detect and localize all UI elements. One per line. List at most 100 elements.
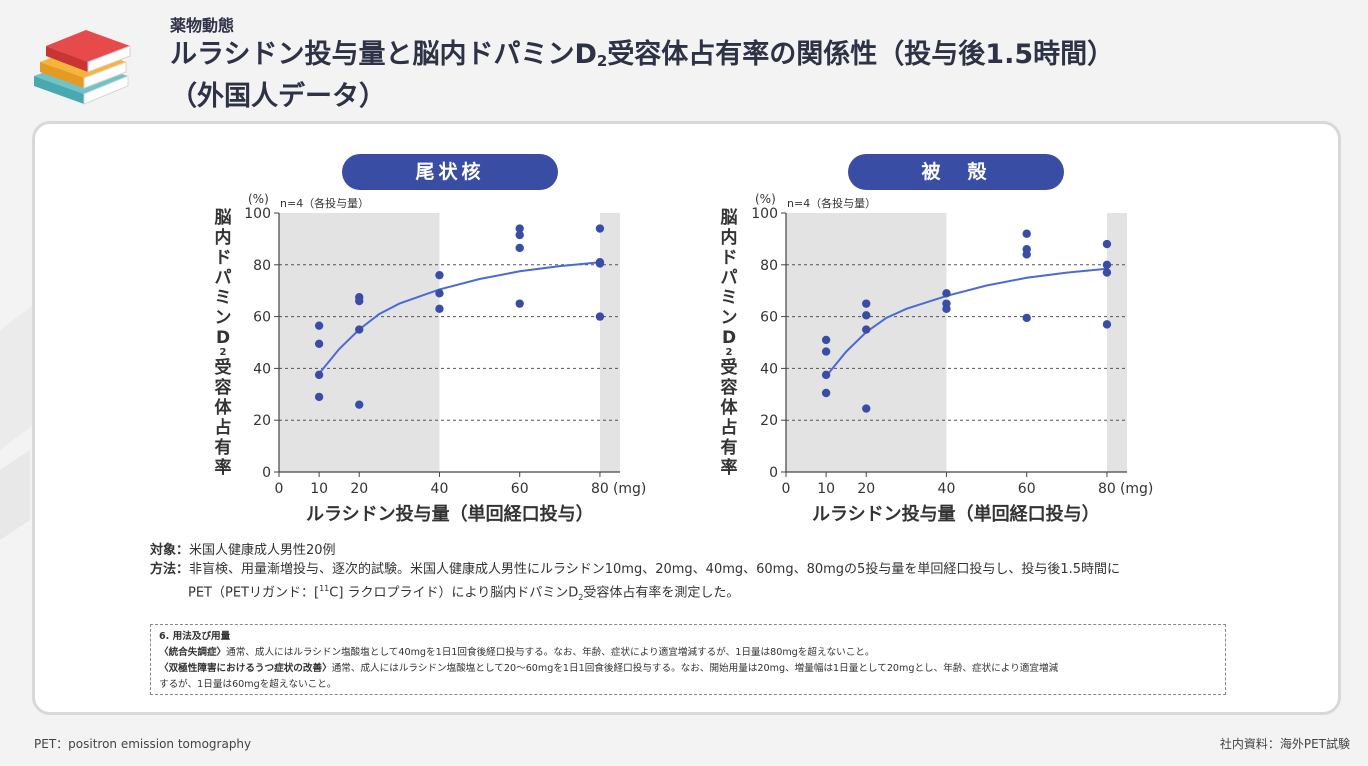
y-tick-label: 100 [244,206,271,222]
data-point [435,304,444,314]
y-tick-label: 20 [253,413,271,429]
method-label: 方法： [150,562,190,577]
approved-dose-shade [786,213,947,472]
x-axis-unit: (mg) [613,481,646,497]
footer-source: 社内資料：海外PET試験 [1219,737,1350,751]
y-tick-label: 20 [760,413,778,429]
data-point [595,312,605,321]
x-tick-label: 0 [782,481,791,497]
title-subscript: 2 [596,52,608,70]
data-point [821,335,831,345]
sample-size-note: n=4（各投与量） [787,196,876,210]
x-tick-label: 60 [1018,481,1036,497]
data-point [314,339,324,348]
subject-text: 米国人健康成人男性20例 [189,543,336,558]
title-part2: 受容体占有率の関係性（投与後1.5時間） [607,39,1115,70]
data-point [314,370,324,380]
method-text-1: 非盲検、用量漸増投与、逐次的試験。米国人健康成人男性にルラシドン10mg、20m… [189,562,1120,577]
page-category: 薬物動態 [170,16,235,35]
y-tick-label: 100 [751,206,778,222]
approved-dose-shade [279,213,440,472]
data-point [314,392,324,402]
y-axis-label-left: 脳内ドパミンD 2 受容体占有率 [212,208,234,478]
data-point [1022,250,1031,259]
y-axis-unit: (%) [755,192,776,206]
y-axis-unit: (%) [248,192,269,206]
dosage-schizophrenia-text: 通常、成人にはルラシドン塩酸塩として40mgを1日1回食後経口投与する。なお、年… [226,647,875,658]
y-tick-label: 0 [769,465,778,481]
data-point [862,299,871,308]
ylabel-part1: 脳内ドパミンD [720,208,738,348]
data-point [435,270,444,280]
dosage-bipolar-label: 〈双極性障害におけるうつ症状の改善〉 [159,663,332,674]
y-axis-label-right: 脳内ドパミンD 2 受容体占有率 [718,208,740,478]
data-point [862,311,871,320]
data-point [314,321,324,330]
data-point [515,230,524,240]
title-part1: ルラシドン投与量と脳内ドパミンD [170,39,597,70]
data-point [821,347,831,356]
data-point [821,370,831,380]
y-tick-label: 0 [262,465,271,481]
data-point [355,325,364,334]
x-tick-label: 80 [1098,481,1116,497]
fit-curve [825,267,1107,377]
data-point [942,304,951,314]
data-point [515,299,524,308]
method-row: 方法：非盲検、用量漸増投与、逐次的試験。米国人健康成人男性にルラシドン10mg、… [150,560,1250,579]
data-point [1102,260,1112,269]
ylabel-part1: 脳内ドパミンD [214,208,232,348]
ylabel-subscript: 2 [219,347,227,358]
data-point [1102,320,1112,329]
approved-dose-shade [1106,213,1127,472]
data-point [595,224,605,233]
data-point [515,243,524,253]
y-tick-label: 40 [253,361,271,377]
page-title: ルラシドン投与量と脳内ドパミンD2受容体占有率の関係性（投与後1.5時間） （外… [170,37,1350,115]
x-axis-label-right: ルラシドン投与量（単回経口投与） [812,504,1100,525]
method-text-superscript: 11 [319,584,330,593]
x-tick-label: 40 [431,481,449,497]
chart-title-caudate: 尾状核 [342,154,558,190]
x-axis-unit: (mg) [1120,481,1153,497]
dosage-bipolar-text-cont: するが、1日量は60mgを超えないこと。 [159,679,337,690]
data-point [862,404,871,413]
ylabel-part2: 受容体占有率 [214,358,232,478]
y-tick-label: 60 [760,310,778,326]
ylabel-subscript: 2 [725,347,733,358]
books-logo-icon [34,30,131,105]
data-point [862,325,871,334]
title-line2: （外国人データ） [170,81,386,112]
method-text-2a: PET（PETリガンド：[ [188,585,320,601]
data-point [355,400,364,409]
dosage-box: 6. 用法及び用量 〈統合失調症〉通常、成人にはルラシドン塩酸塩として40mgを… [150,624,1226,695]
x-tick-label: 10 [817,481,835,497]
data-point [1022,313,1031,323]
y-tick-label: 60 [253,310,271,326]
x-tick-label: 20 [350,481,368,497]
method-text-2c: 受容体占有率を測定した。 [583,585,740,601]
chart-title-putamen: 被 殻 [848,154,1064,190]
data-point [1022,229,1031,238]
data-point [1102,239,1112,249]
data-point [355,296,364,306]
fit-curve [318,261,600,375]
method-text-2b: C] ラクロプライド）により脳内ドパミンD [329,585,579,601]
x-tick-label: 80 [591,481,609,497]
dosage-bipolar-text: 通常、成人にはルラシドン塩酸塩として20～60mgを1日1回食後経口投与する。な… [331,663,1059,674]
data-point [515,224,524,233]
subject-label: 対象： [150,543,190,558]
x-tick-label: 10 [310,481,328,497]
method-text-subscript: 2 [578,592,584,602]
method-row-2: PET（PETリガンド：[11C] ラクロプライド）により脳内ドパミンD2受容体… [150,579,1250,607]
data-point [435,289,444,298]
data-point [821,388,831,398]
x-tick-label: 60 [511,481,529,497]
x-tick-label: 20 [857,481,875,497]
data-point [595,259,605,268]
study-method: 対象：米国人健康成人男性20例 方法：非盲検、用量漸増投与、逐次的試験。米国人健… [150,541,1250,607]
y-tick-label: 80 [253,258,271,274]
dosage-schizophrenia-label: 〈統合失調症〉 [159,647,227,658]
